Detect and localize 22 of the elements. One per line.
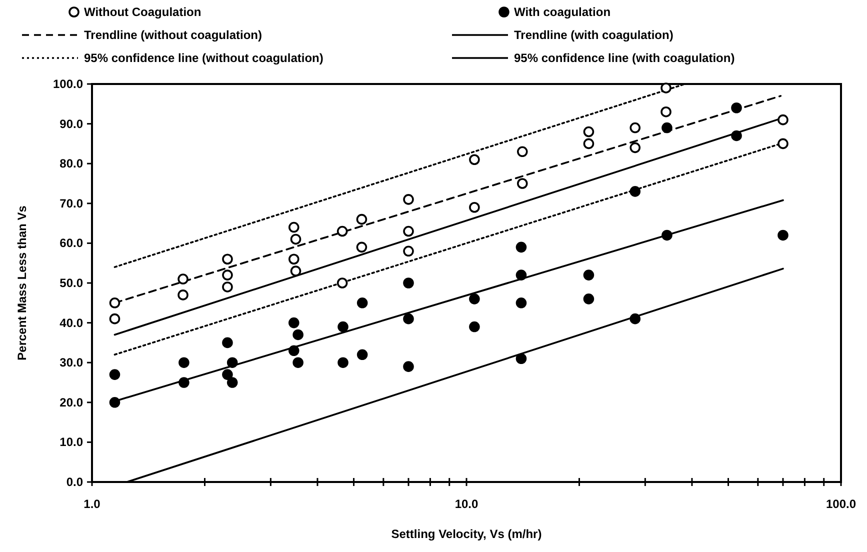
- legend-label: Without Coagulation: [84, 5, 202, 19]
- legend-label: Trendline (with coagulation): [514, 28, 674, 42]
- y-tick-label: 70.0: [60, 196, 84, 210]
- y-axis-title: Percent Mass Less than Vs: [15, 205, 29, 360]
- y-tick-label: 100.0: [52, 77, 84, 91]
- legend-label: Trendline (without coagulation): [84, 28, 262, 42]
- y-tick-label: 30.0: [60, 356, 84, 370]
- legend-label: With coagulation: [514, 5, 611, 19]
- y-tick-label: 0.0: [66, 475, 84, 489]
- y-tick-label: 40.0: [60, 316, 84, 330]
- y-tick-label: 50.0: [60, 276, 84, 290]
- x-tick-label: 10.0: [454, 497, 478, 511]
- x-axis-title: Settling Velocity, Vs (m/hr): [391, 527, 542, 541]
- x-tick-label: 1.0: [84, 497, 101, 511]
- y-tick-label: 90.0: [60, 116, 84, 131]
- y-tick-label: 10.0: [60, 435, 84, 450]
- x-tick-label: 100.0: [826, 497, 856, 511]
- legend-label: 95% confidence line (without coagulation): [84, 51, 324, 65]
- y-tick-label: 20.0: [60, 395, 84, 410]
- legend-label: 95% confidence line (with coagulation): [514, 51, 735, 65]
- y-tick-label: 60.0: [60, 236, 84, 250]
- y-tick-label: 80.0: [60, 156, 84, 171]
